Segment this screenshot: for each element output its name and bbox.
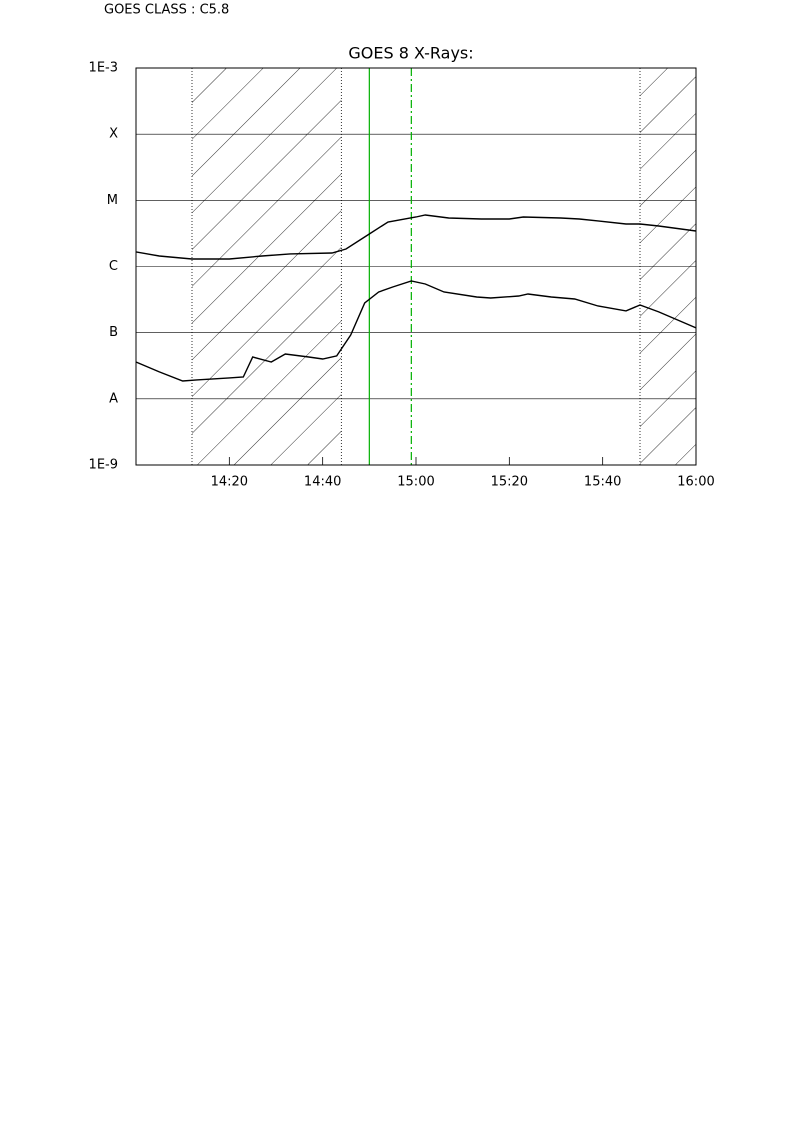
y-tick-label: C xyxy=(109,259,118,274)
x-tick-label: 15:40 xyxy=(584,475,621,490)
y-tick-label: 1E-9 xyxy=(89,458,118,473)
y-tick-label: X xyxy=(109,127,118,142)
x-tick-label: 15:00 xyxy=(397,475,434,490)
x-tick-label: 14:20 xyxy=(211,475,248,490)
y-tick-label: A xyxy=(109,391,118,406)
goes-class: GOES CLASS : C5.8 xyxy=(104,3,229,18)
y-tick-label: 1E-3 xyxy=(89,61,118,76)
y-tick-label: B xyxy=(109,325,118,340)
y-tick-label: M xyxy=(107,193,118,208)
flux-line xyxy=(136,214,696,260)
chart-title: GOES 8 X-Rays: xyxy=(348,44,473,63)
x-tick-label: 15:20 xyxy=(491,475,528,490)
plot-frame xyxy=(135,67,697,466)
x-tick-label: 16:00 xyxy=(677,475,714,490)
x-tick-label: 14:40 xyxy=(304,475,341,490)
flux-line xyxy=(136,280,696,382)
